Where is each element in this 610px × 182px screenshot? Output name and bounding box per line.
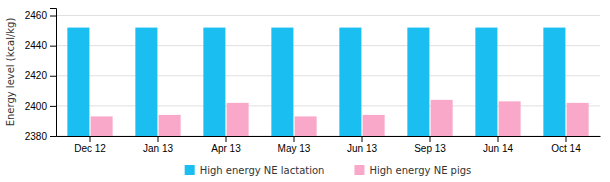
y-axis-title: Energy level (kcal/kg) — [5, 18, 16, 127]
y-tick: 2460 — [25, 10, 56, 21]
bars — [67, 28, 588, 136]
bar — [67, 28, 89, 136]
legend-item: High energy NE lactation — [185, 165, 325, 176]
x-tick-label: May 13 — [278, 143, 311, 154]
bar — [499, 101, 521, 136]
y-tick-mark — [50, 76, 56, 77]
y-tick-label: 2460 — [25, 10, 48, 21]
x-tick-label: Oct 14 — [551, 143, 581, 154]
x-tick: May 13 — [278, 136, 311, 154]
x-tick-label: Jun 14 — [483, 143, 513, 154]
x-tick: Jun 14 — [483, 136, 513, 154]
x-tick-mark — [498, 136, 499, 142]
x-tick: Sep 13 — [414, 136, 446, 154]
y-tick-mark — [50, 16, 56, 17]
x-tick-label: Jan 13 — [143, 143, 173, 154]
x-tick-mark — [294, 136, 295, 142]
x-tick-label: Jun 13 — [347, 143, 377, 154]
bar — [543, 28, 565, 136]
x-axis-line — [57, 136, 601, 137]
x-tick-label: Sep 13 — [414, 143, 446, 154]
x-tick-mark — [226, 136, 227, 142]
bar — [271, 28, 293, 136]
x-axis: Dec 12 Jan 13 Apr 13 May 13 Jun 13 Sep 13 Jun … — [57, 136, 601, 154]
bar — [407, 28, 429, 136]
x-tick-mark — [566, 136, 567, 142]
x-tick: Jun 13 — [347, 136, 377, 154]
x-tick-label: Dec 12 — [74, 143, 106, 154]
bar — [203, 28, 225, 136]
bar — [475, 28, 497, 136]
grid-line — [56, 15, 600, 16]
y-tick-mark — [50, 46, 56, 47]
x-tick-mark — [90, 136, 91, 142]
bar — [339, 28, 361, 136]
bar — [91, 116, 113, 136]
bar-series — [67, 28, 565, 136]
x-tick: Oct 14 — [551, 136, 581, 154]
legend-label: High energy NE pigs — [369, 165, 471, 176]
y-tick-label: 2400 — [25, 101, 48, 112]
legend-label: High energy NE lactation — [200, 165, 325, 176]
x-tick-mark — [362, 136, 363, 142]
y-tick-label: 2380 — [25, 131, 48, 142]
y-axis-line — [50, 9, 57, 137]
x-tick-label: Apr 13 — [211, 143, 241, 154]
y-tick: 2380 — [25, 131, 56, 142]
bar — [431, 100, 453, 136]
bar — [363, 115, 385, 136]
y-tick-label: 2440 — [25, 40, 48, 51]
legend-swatch — [354, 165, 364, 175]
bar — [295, 116, 317, 136]
bar-series — [91, 100, 589, 136]
x-tick: Jan 13 — [143, 136, 173, 154]
y-axis: 2380 2400 2420 2440 2460 — [25, 9, 57, 142]
x-tick: Dec 12 — [74, 136, 106, 154]
bar — [567, 103, 589, 136]
y-tick: 2420 — [25, 70, 56, 81]
legend: High energy NE lactation High energy NE p… — [185, 165, 472, 176]
legend-swatch — [185, 165, 195, 175]
x-tick: Apr 13 — [211, 136, 241, 154]
y-tick-mark — [50, 106, 56, 107]
x-tick-mark — [430, 136, 431, 142]
y-tick-label: 2420 — [25, 70, 48, 81]
bar — [159, 115, 181, 136]
y-tick-mark — [50, 136, 56, 137]
legend-item: High energy NE pigs — [354, 165, 471, 176]
y-tick: 2440 — [25, 40, 56, 51]
x-tick-mark — [158, 136, 159, 142]
chart: Dec 12 Jan 13 Apr 13 May 13 Jun 13 Sep 13 Jun … — [0, 0, 610, 182]
bar — [227, 103, 249, 136]
y-tick: 2400 — [25, 101, 56, 112]
bar — [135, 28, 157, 136]
